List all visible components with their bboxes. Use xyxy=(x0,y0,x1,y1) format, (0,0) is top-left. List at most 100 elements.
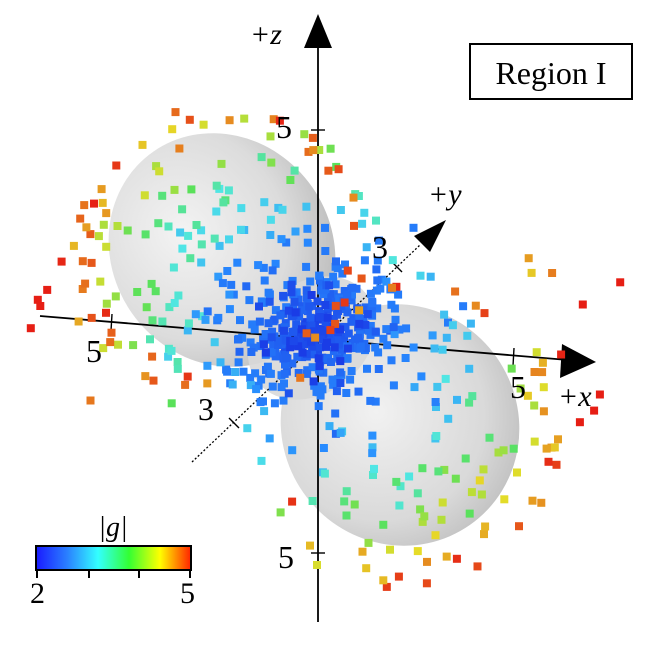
data-point-402 xyxy=(494,448,503,457)
data-point-386 xyxy=(340,497,349,506)
x-axis-label: +x xyxy=(558,380,592,413)
data-point-609 xyxy=(99,344,108,353)
data-point-337 xyxy=(184,231,193,240)
data-point-227 xyxy=(264,319,273,328)
data-point-484 xyxy=(441,374,450,383)
data-point-345 xyxy=(260,407,269,416)
data-point-97 xyxy=(270,399,279,408)
data-point-131 xyxy=(374,236,383,245)
data-point-525 xyxy=(267,333,276,342)
data-point-482 xyxy=(176,228,185,237)
data-point-480 xyxy=(616,278,625,287)
data-point-360 xyxy=(372,265,381,274)
data-point-494 xyxy=(315,362,324,371)
data-point-395 xyxy=(539,407,548,416)
data-point-552 xyxy=(336,428,345,437)
data-point-399 xyxy=(516,384,525,393)
data-point-477 xyxy=(405,472,414,481)
data-point-26 xyxy=(281,319,290,328)
data-point-517 xyxy=(389,323,398,332)
data-point-637 xyxy=(343,266,352,275)
data-point-278 xyxy=(305,302,314,311)
data-point-655 xyxy=(112,161,121,170)
data-point-648 xyxy=(452,554,461,563)
data-point-430 xyxy=(321,247,330,255)
data-point-456 xyxy=(432,432,441,440)
data-point-245 xyxy=(259,397,267,406)
z-tick-label-lower: 5 xyxy=(278,539,294,575)
z-axis-arrowhead xyxy=(304,14,332,48)
data-point-350 xyxy=(465,364,474,373)
data-point-563 xyxy=(289,337,298,346)
data-point-163 xyxy=(263,362,272,371)
data-point-548 xyxy=(336,379,345,387)
data-point-446 xyxy=(298,325,306,334)
data-point-661 xyxy=(87,313,96,322)
data-point-533 xyxy=(96,277,105,286)
x-tick-label-pos: 5 xyxy=(510,369,526,405)
data-point-478 xyxy=(228,380,237,389)
data-point-521 xyxy=(265,434,274,443)
data-point-442 xyxy=(36,302,45,310)
data-point-455 xyxy=(271,259,280,268)
data-point-590 xyxy=(186,254,195,263)
data-point-411 xyxy=(133,288,142,296)
data-point-530 xyxy=(214,313,223,322)
data-point-495 xyxy=(184,319,193,328)
data-point-544 xyxy=(217,159,226,168)
data-point-41 xyxy=(326,290,335,299)
data-point-505 xyxy=(342,511,351,520)
data-point-17 xyxy=(302,293,311,302)
data-point-313 xyxy=(354,333,363,342)
data-point-43 xyxy=(337,348,346,357)
data-point-559 xyxy=(268,266,277,275)
data-point-177 xyxy=(357,325,366,334)
data-point-352 xyxy=(164,222,173,231)
data-point-120 xyxy=(306,277,315,286)
data-point-92 xyxy=(360,256,369,265)
data-point-451 xyxy=(183,326,192,335)
data-point-338 xyxy=(475,476,484,485)
data-point-540 xyxy=(265,297,274,306)
data-point-368 xyxy=(102,242,111,251)
data-point-685 xyxy=(480,309,489,318)
colorbar-gradient xyxy=(35,545,192,571)
data-point-462 xyxy=(401,354,410,362)
data-point-305 xyxy=(316,334,325,343)
data-point-226 xyxy=(298,306,307,315)
data-point-460 xyxy=(214,272,223,281)
data-point-405 xyxy=(175,144,184,153)
data-point-671 xyxy=(473,562,482,571)
data-point-531 xyxy=(290,166,299,175)
data-point-453 xyxy=(178,205,187,214)
data-point-524 xyxy=(191,310,200,319)
data-point-452 xyxy=(364,538,373,547)
data-point-299 xyxy=(264,288,273,297)
data-point-261 xyxy=(409,223,418,232)
data-point-567 xyxy=(114,340,122,349)
y-axis-label: +y xyxy=(428,178,462,211)
data-point-679 xyxy=(107,328,116,337)
data-point-342 xyxy=(174,291,183,300)
data-point-641 xyxy=(269,115,278,124)
data-point-601 xyxy=(252,385,261,394)
data-point-222 xyxy=(321,223,329,232)
data-point-29 xyxy=(268,327,277,336)
data-point-579 xyxy=(354,192,363,200)
data-point-490 xyxy=(319,444,328,452)
data-point-51 xyxy=(366,322,375,330)
data-point-407 xyxy=(480,530,488,539)
y-tick-label-upper: 3 xyxy=(372,229,388,265)
data-point-122 xyxy=(229,290,238,299)
data-point-424 xyxy=(416,271,425,280)
data-point-354 xyxy=(102,209,111,218)
data-point-445 xyxy=(499,446,508,455)
data-point-448 xyxy=(282,238,291,247)
data-point-263 xyxy=(333,334,342,343)
data-point-396 xyxy=(240,114,249,123)
data-point-127 xyxy=(251,369,260,378)
data-point-312 xyxy=(317,327,326,336)
data-point-613 xyxy=(225,305,234,314)
data-point-157 xyxy=(459,302,468,311)
data-point-501 xyxy=(227,280,236,289)
